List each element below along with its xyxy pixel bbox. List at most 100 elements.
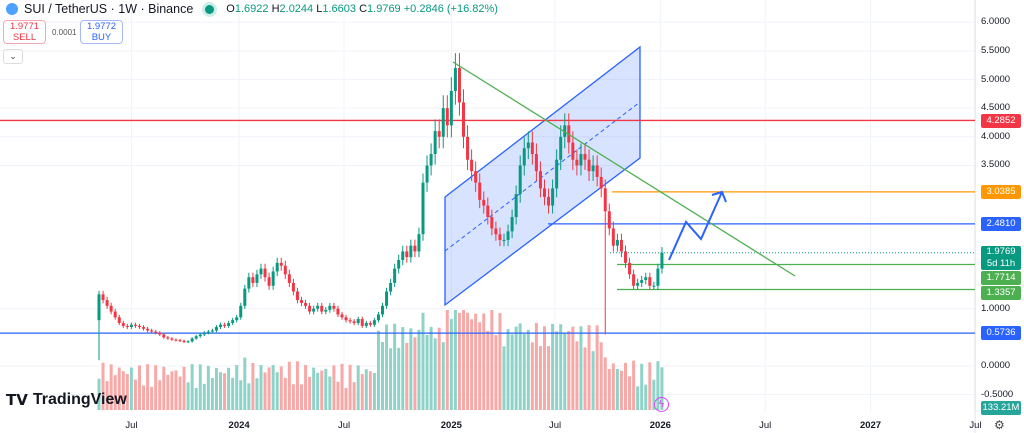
volume-bar [457,312,461,410]
price-tag-red: 4.2852 [981,114,1021,128]
candle [190,338,194,342]
volume-bar [267,367,271,410]
volume-bar [129,367,133,410]
candle [275,262,279,272]
volume-bar [219,372,222,410]
candle [121,323,125,326]
volume-bar [526,329,530,410]
candle [543,188,546,197]
volume-bar [466,312,470,410]
candle [182,340,186,342]
volume-bar [109,364,113,410]
candle [304,302,308,306]
volume-bar [624,362,627,410]
volume-bar [401,327,405,410]
candle [129,324,133,328]
candle [287,274,291,283]
volume-bar [603,357,607,410]
candle [603,188,607,212]
candle [591,165,595,172]
volume-bar [279,366,283,410]
candle [506,231,510,240]
candle [154,331,158,333]
volume-bar [619,370,623,410]
volume-bar [190,364,194,410]
volume-bar [121,371,125,410]
volume-bar [474,313,478,410]
volume-bar [336,381,340,410]
volume-bar [295,361,299,410]
volume-bar [368,371,372,410]
lightning-icon[interactable]: ϟ [654,397,669,412]
candle [312,308,316,312]
candle [652,285,656,287]
volume-bar [656,361,660,410]
volume-bar [522,333,526,410]
time-tick: 2026 [649,420,671,431]
candle [583,153,587,160]
candle [547,196,551,206]
candle [113,311,117,318]
volume-bar [255,378,259,410]
candle [320,305,324,312]
volume-bar [575,341,579,410]
current-price-tag: 1.9769 5d 11h [981,246,1021,270]
candle [166,337,170,339]
volume-bar [340,363,344,410]
candle [324,309,328,312]
price-tick: 5.0000 [981,73,1011,85]
sell-button[interactable]: 1.9771 SELL [3,20,46,44]
volume-bar [312,367,316,410]
volume-bar [381,341,384,410]
chart-header: SUI / TetherUS · 1W · Binance O1.6922 H2… [6,2,498,16]
candle [138,325,141,328]
volume-bar [559,324,563,410]
volume-bar [283,377,287,410]
candle [214,327,218,331]
volume-bar [421,312,425,410]
volume-bar [449,318,453,410]
candle [405,251,409,258]
candle [644,277,648,281]
candle [478,182,482,200]
candle [656,268,660,286]
symbol-title[interactable]: SUI / TetherUS · 1W · Binance [24,2,194,16]
candle [433,131,437,154]
candle [510,217,514,232]
volume-bar [316,372,320,410]
candle [425,165,429,183]
volume-bar [158,380,162,410]
volume-bar [567,331,571,410]
candle [133,324,137,326]
price-tick: 0.0000 [981,360,1011,371]
candle [393,268,397,283]
candle [409,245,413,258]
candle [142,327,146,329]
volume-bar [194,387,198,410]
volume-bar [376,330,380,410]
volume-bar [607,368,611,410]
candle [255,274,259,283]
candle [235,317,239,321]
candle [263,268,267,278]
volume-bar [543,326,546,410]
volume-bar [320,370,324,410]
volume-bar [198,364,202,410]
candle [457,68,461,103]
volume-bar [352,382,356,410]
buy-button[interactable]: 1.9772 BUY [80,20,123,44]
candle [526,142,530,149]
chevron-down-icon[interactable]: ⌄ [3,49,23,64]
price-tick: -0.5000 [981,388,1014,400]
candle [615,239,619,246]
volume-bar [166,374,170,410]
candle [150,330,154,332]
volume-bar [97,378,101,410]
volume-bar [133,379,137,410]
volume-bar [125,374,129,410]
volume-bar [405,342,409,410]
candle [239,305,243,318]
settings-gear-icon[interactable]: ⚙ [994,418,1005,432]
candle [348,320,352,322]
